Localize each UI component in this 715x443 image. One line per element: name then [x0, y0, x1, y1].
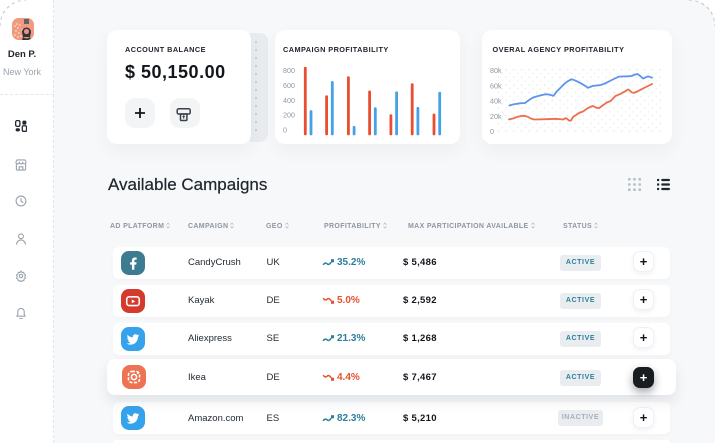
- svg-text:0: 0: [283, 126, 287, 135]
- svg-text:200: 200: [283, 111, 295, 120]
- svg-text:0: 0: [490, 127, 494, 136]
- svg-text:80k: 80k: [490, 66, 502, 75]
- svg-text:600: 600: [283, 81, 295, 90]
- svg-text:20k: 20k: [490, 112, 502, 121]
- svg-text:400: 400: [283, 96, 295, 105]
- svg-text:800: 800: [283, 66, 295, 75]
- svg-text:60k: 60k: [490, 82, 502, 91]
- svg-text:40k: 40k: [490, 97, 502, 106]
